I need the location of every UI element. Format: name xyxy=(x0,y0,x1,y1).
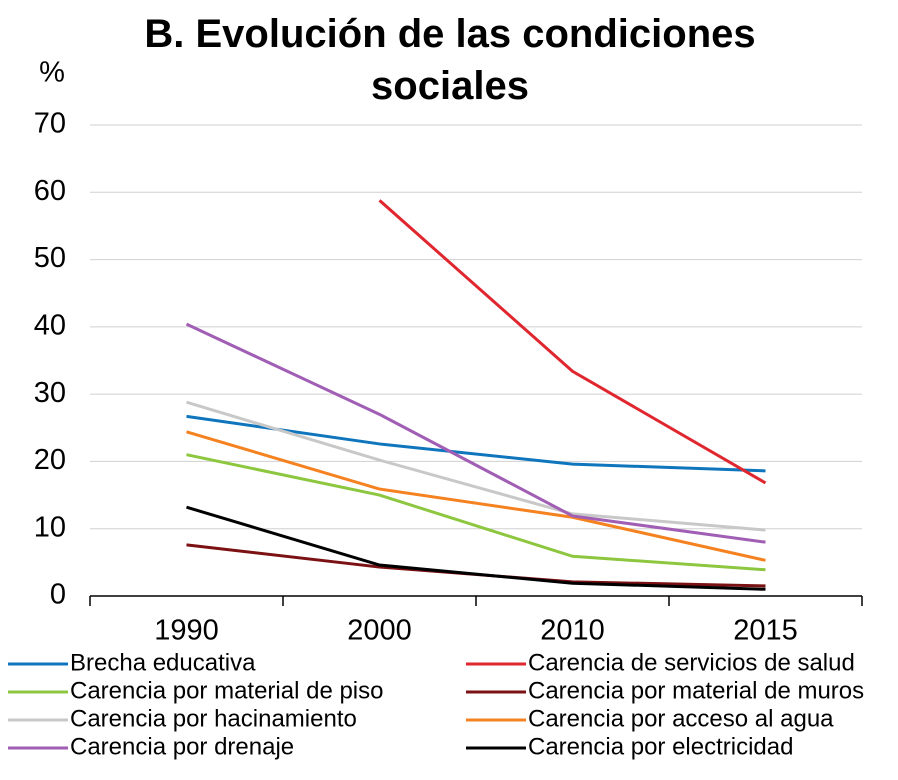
y-tick-label: 30 xyxy=(34,377,66,409)
y-tick-label: 70 xyxy=(34,108,66,140)
series-line xyxy=(186,505,766,591)
y-tick-label: 0 xyxy=(50,579,66,611)
series-line xyxy=(186,430,766,562)
x-tick-label: 2015 xyxy=(733,615,798,647)
x-tick-label: 2000 xyxy=(347,615,412,647)
series-line xyxy=(186,414,766,473)
series-line xyxy=(186,543,766,588)
legend-label: Carencia por drenaje xyxy=(70,733,294,760)
y-tick-label: 10 xyxy=(34,511,66,543)
series-line xyxy=(186,453,766,572)
x-tick-label: 2010 xyxy=(540,615,605,647)
y-tick-label: 20 xyxy=(34,444,66,476)
chart-title: B. Evolución de las condiciones sociales xyxy=(144,12,756,108)
y-tick-label: 40 xyxy=(34,310,66,342)
legend-label: Carencia de servicios de salud xyxy=(528,649,855,676)
legend-label: Carencia por material de piso xyxy=(70,677,384,704)
legend-label: Carencia por material de muros xyxy=(528,677,864,704)
y-tick-label: 60 xyxy=(34,175,66,207)
legend-label: Carencia por hacinamiento xyxy=(70,705,357,732)
series-line xyxy=(186,400,766,532)
series-line xyxy=(378,199,767,485)
legend-label: Carencia por electricidad xyxy=(528,733,793,760)
legend-label: Carencia por acceso al agua xyxy=(528,705,834,732)
x-tick-label: 1990 xyxy=(154,615,219,647)
y-tick-label: 50 xyxy=(34,242,66,274)
y-axis-label: % xyxy=(39,57,65,89)
legend-label: Brecha educativa xyxy=(70,649,256,676)
series-line xyxy=(185,322,766,544)
